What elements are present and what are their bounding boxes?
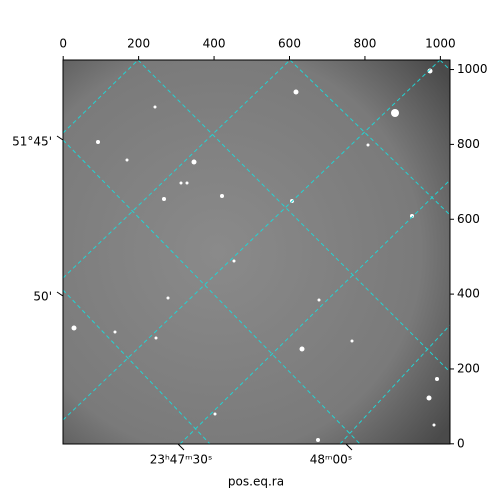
ra-tick-label: 48ᵐ00ˢ [310, 453, 353, 467]
dec-tick-label: 50' [33, 290, 52, 304]
sky-image [63, 60, 450, 444]
y-tick-label: 1000 [457, 62, 488, 76]
dec-tick-label: 51°45' [12, 135, 52, 149]
x-tick-label: 1000 [425, 37, 456, 51]
y-tick-label: 0 [457, 436, 465, 450]
x-tick-label: 200 [127, 37, 150, 51]
coordinate-grid [63, 60, 450, 444]
x-tick-label: 800 [353, 37, 376, 51]
ra-tick-label: 23ʰ47ᵐ30ˢ [150, 453, 213, 467]
y-tick-label: 600 [457, 212, 480, 226]
y-tick-label: 400 [457, 287, 480, 301]
x-tick-label: 0 [59, 37, 67, 51]
y-tick-label: 200 [457, 361, 480, 375]
x-tick-label: 400 [203, 37, 226, 51]
plot-frame [62, 59, 451, 445]
x-axis-label: pos.eq.ra [228, 475, 284, 489]
y-tick-label: 800 [457, 137, 480, 151]
world-ticks [56, 135, 353, 451]
x-tick-label: 600 [278, 37, 301, 51]
